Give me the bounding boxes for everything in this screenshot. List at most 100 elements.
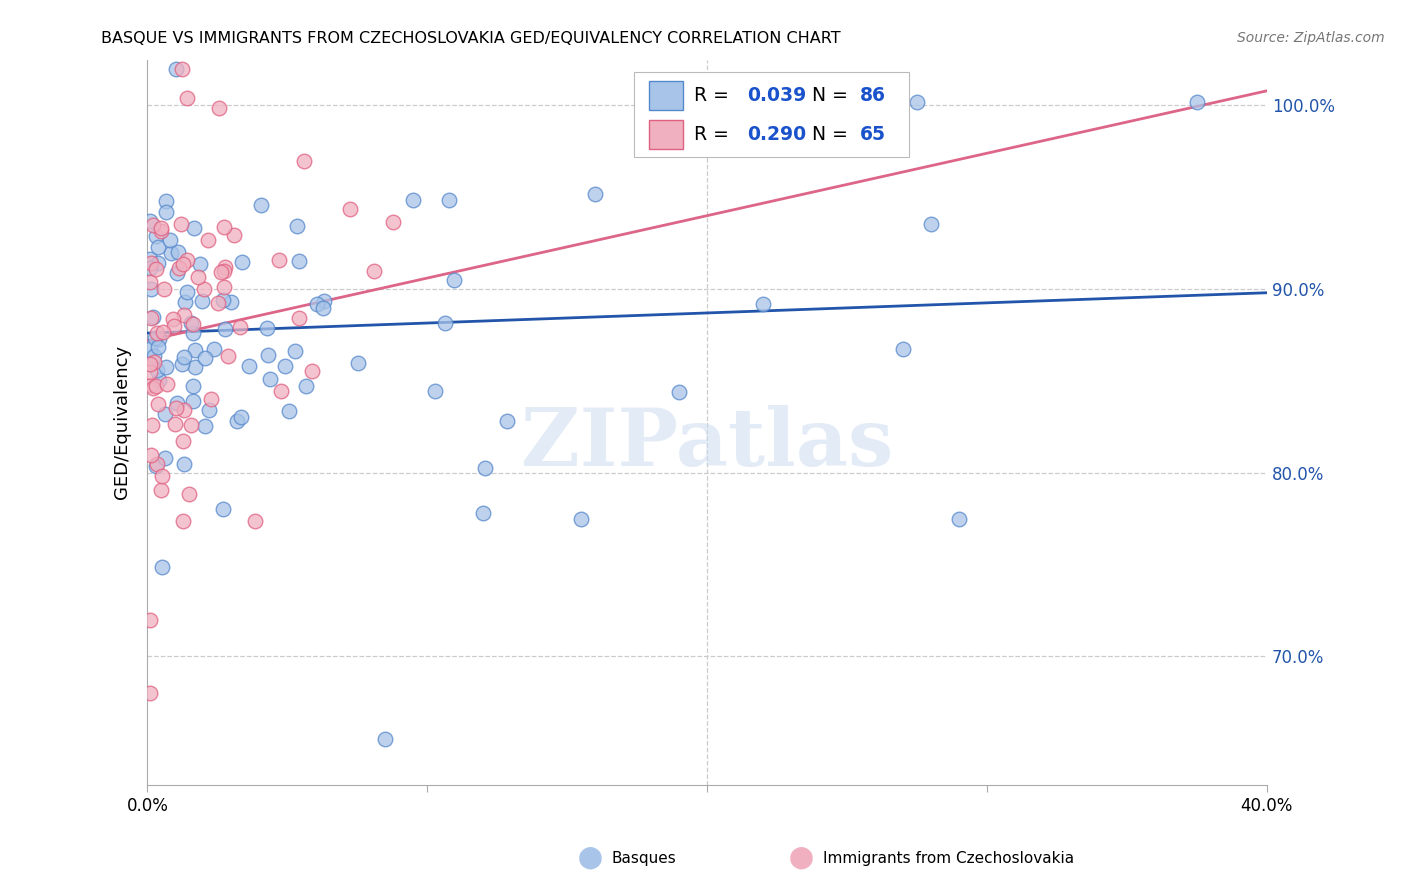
Point xyxy=(495,415,517,429)
Point xyxy=(146,397,169,411)
Text: Basques: Basques xyxy=(612,851,676,865)
Point xyxy=(214,260,236,274)
Point xyxy=(155,194,177,208)
Point xyxy=(139,275,162,289)
Point xyxy=(180,316,202,330)
Point xyxy=(307,297,329,311)
Point xyxy=(139,448,162,462)
Point xyxy=(173,403,195,417)
Text: 0.290: 0.290 xyxy=(748,125,807,144)
Point xyxy=(208,101,231,115)
Point xyxy=(214,321,236,335)
Point xyxy=(569,511,592,525)
Point xyxy=(152,326,174,340)
Point xyxy=(173,308,195,322)
Point xyxy=(165,401,187,415)
Point xyxy=(226,414,249,428)
Point xyxy=(139,357,162,371)
Point xyxy=(191,293,214,308)
Point xyxy=(374,731,396,746)
Point xyxy=(163,319,186,334)
Point xyxy=(153,282,176,296)
Point xyxy=(211,501,233,516)
Point xyxy=(176,91,198,105)
Point xyxy=(156,377,179,392)
Point xyxy=(905,95,928,109)
Point xyxy=(250,198,273,212)
Point xyxy=(139,342,162,356)
Text: N =: N = xyxy=(800,86,853,104)
Point xyxy=(301,364,323,378)
Point xyxy=(181,326,204,340)
Point xyxy=(145,458,167,473)
Point xyxy=(668,384,690,399)
Bar xyxy=(634,72,908,158)
Point xyxy=(139,310,162,325)
Text: BASQUE VS IMMIGRANTS FROM CZECHOSLOVAKIA GED/EQUIVALENCY CORRELATION CHART: BASQUE VS IMMIGRANTS FROM CZECHOSLOVAKIA… xyxy=(101,31,841,46)
Point xyxy=(170,62,193,76)
Point xyxy=(920,217,942,231)
Text: ZIPatlas: ZIPatlas xyxy=(522,405,893,483)
Point xyxy=(176,252,198,267)
Point xyxy=(146,255,169,269)
Point xyxy=(139,686,162,700)
Point xyxy=(217,349,239,363)
Point xyxy=(238,359,260,373)
Point xyxy=(143,331,166,345)
Point xyxy=(139,214,162,228)
Point xyxy=(211,293,233,308)
Point xyxy=(150,483,173,498)
Point xyxy=(170,217,193,231)
Point xyxy=(267,253,290,268)
Point xyxy=(209,265,232,279)
Point xyxy=(172,434,194,449)
Point xyxy=(948,511,970,525)
Text: Immigrants from Czechoslovakia: Immigrants from Czechoslovakia xyxy=(823,851,1074,865)
Text: ⬤: ⬤ xyxy=(789,847,814,870)
Point xyxy=(381,215,404,229)
Point xyxy=(180,418,202,433)
Point xyxy=(194,418,217,433)
Point xyxy=(146,240,169,254)
Point xyxy=(141,377,163,392)
Point xyxy=(152,559,174,574)
Point xyxy=(277,404,299,418)
Point xyxy=(183,379,205,393)
Point xyxy=(142,381,165,395)
Point xyxy=(346,356,368,370)
Point xyxy=(139,365,162,379)
Point xyxy=(202,342,225,356)
Point xyxy=(148,332,170,346)
Point xyxy=(439,194,461,208)
Point xyxy=(167,260,190,275)
Point xyxy=(1185,95,1208,109)
Point xyxy=(312,301,335,315)
Point xyxy=(229,320,252,334)
Point xyxy=(139,256,162,270)
Point xyxy=(145,262,167,277)
Point xyxy=(139,252,162,267)
Point xyxy=(146,340,169,354)
Point xyxy=(142,354,165,368)
Point xyxy=(155,204,177,219)
Point xyxy=(752,297,775,311)
Point xyxy=(190,257,212,271)
Point xyxy=(163,417,186,431)
Point xyxy=(184,359,207,374)
Point xyxy=(153,407,176,421)
Point xyxy=(150,469,173,483)
Point xyxy=(183,343,205,358)
Point xyxy=(166,266,188,280)
Point xyxy=(363,264,385,278)
Point xyxy=(474,461,496,475)
Point xyxy=(231,254,253,268)
Point xyxy=(212,280,235,294)
Text: 65: 65 xyxy=(859,125,886,144)
Point xyxy=(179,487,201,501)
Point xyxy=(187,270,209,285)
Point xyxy=(146,363,169,377)
Text: 0.039: 0.039 xyxy=(748,86,807,104)
Bar xyxy=(650,120,682,149)
Point xyxy=(167,245,190,260)
Point xyxy=(139,260,162,275)
